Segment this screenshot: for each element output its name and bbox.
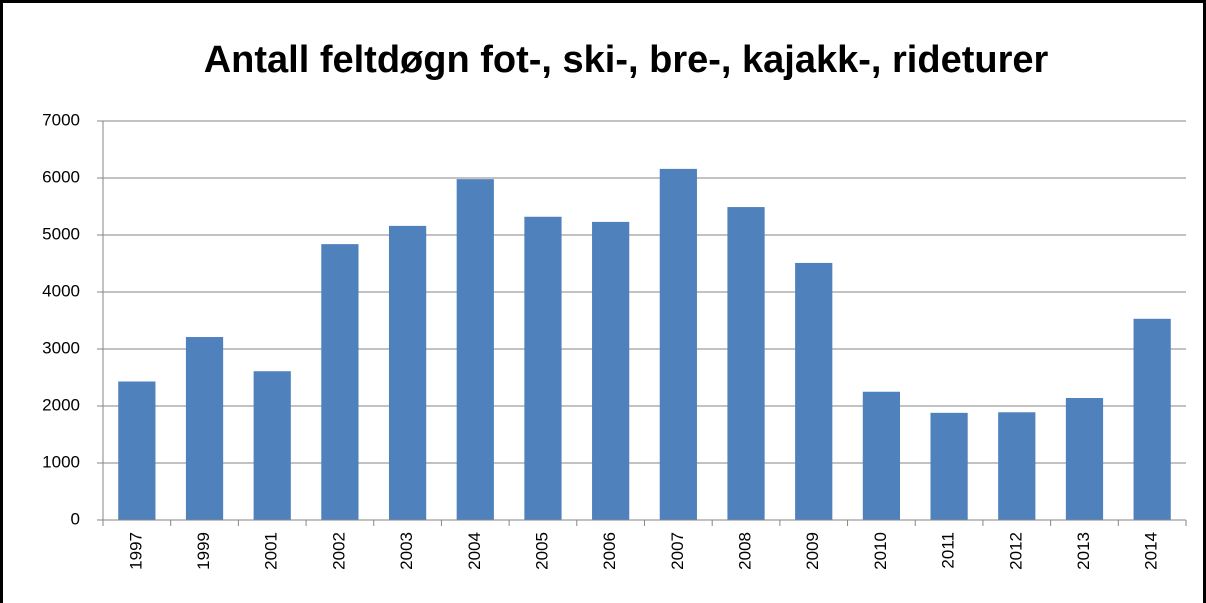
- x-tick-label: 2003: [397, 532, 416, 570]
- bar: [185, 337, 224, 520]
- bar: [930, 412, 968, 520]
- bar: [998, 412, 1036, 520]
- x-tick-label: 2011: [939, 532, 958, 569]
- bar: [524, 216, 562, 520]
- y-tick-label: 1000: [42, 452, 80, 471]
- y-tick-label: 3000: [42, 338, 80, 357]
- x-tick-label: 2008: [736, 532, 755, 570]
- y-tick-label: 4000: [42, 281, 80, 300]
- bar: [862, 391, 901, 520]
- bar: [118, 381, 156, 520]
- bar: [592, 221, 630, 520]
- x-tick-label: 2012: [1006, 532, 1025, 570]
- y-tick-label: 2000: [42, 395, 80, 414]
- y-tick-label: 5000: [42, 224, 80, 243]
- bar: [253, 371, 291, 520]
- x-tick-label: 2014: [1142, 532, 1161, 570]
- x-tick-label: 1997: [126, 532, 145, 570]
- bar: [727, 207, 765, 520]
- x-tick-label: 2004: [465, 532, 484, 570]
- x-tick-label: 2005: [532, 532, 551, 570]
- y-tick-label: 7000: [42, 110, 80, 129]
- x-tick-label: 2002: [329, 532, 348, 570]
- x-tick-label: 2010: [871, 532, 890, 570]
- x-tick-label: 2009: [803, 532, 822, 570]
- x-tick-label: 1999: [194, 532, 213, 570]
- x-tick-label: 2007: [668, 532, 687, 570]
- bar: [388, 225, 427, 520]
- bar: [1065, 398, 1104, 520]
- chart-title: Antall feltdøgn fot-, ski-, bre-, kajakk…: [204, 39, 1049, 81]
- bar: [1133, 318, 1171, 520]
- x-tick-label: 2006: [600, 532, 619, 570]
- bar: [659, 168, 697, 520]
- y-tick-label: 6000: [42, 167, 80, 186]
- bar: [795, 262, 833, 520]
- y-tick-label: 0: [71, 509, 80, 528]
- x-tick-label: 2013: [1074, 532, 1093, 570]
- bar: [321, 244, 359, 520]
- x-tick-label: 2001: [262, 532, 281, 570]
- bar: [456, 179, 494, 520]
